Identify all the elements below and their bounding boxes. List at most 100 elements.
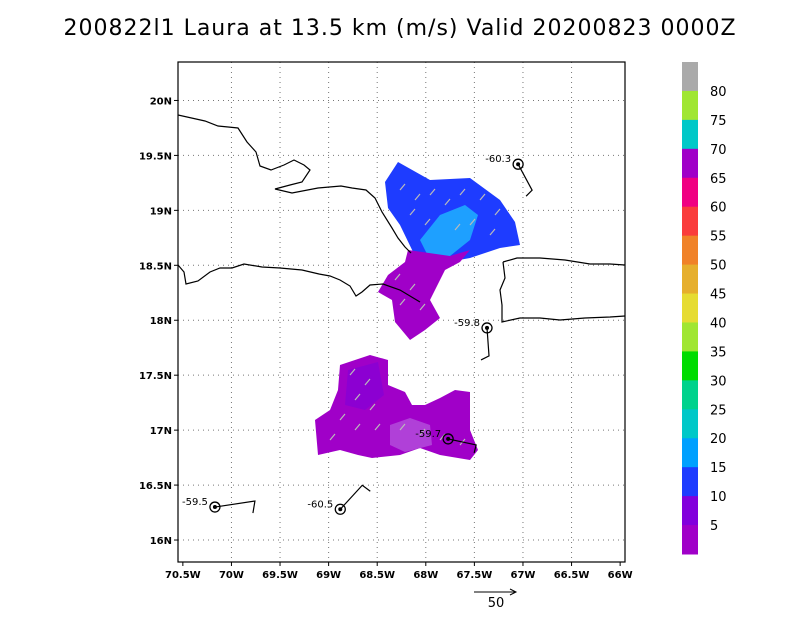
colorbar-swatches [682,62,698,555]
wind-arrow [399,298,406,306]
dropsonde-label: -59.8 [454,318,480,329]
dropsonde-marker: -60.3 [485,154,533,197]
x-tick-label: 67.5W [457,570,493,581]
wind-arrow [489,228,496,236]
y-tick-label: 16N [150,536,172,547]
dropsonde-label: -59.5 [182,497,208,508]
wind-field-region [378,250,470,340]
colorbar-label: 35 [710,345,727,360]
x-axis-ticks: 70.5W 70W 69.5W 69W 68.5W 68W 67.5W 67W 66.5W 66W [165,562,633,581]
dropsonde-ring [442,433,454,445]
colorbar-label: 40 [710,316,727,331]
wind-arrow [339,413,346,421]
wind-arrow [394,273,401,281]
wind-arrow [494,208,501,216]
wind-arrow [409,283,416,291]
y-axis-ticks: 20N 19.5N 19N 18.5N 18N 17.5N 17N 16.5N 16N [139,96,178,547]
wind-arrow [479,193,486,201]
y-tick-label: 19N [150,206,172,217]
y-tick-label: 17.5N [139,371,172,382]
colorbar-swatch [682,90,698,121]
x-tick-label: 70W [219,570,244,581]
wind-arrow [349,368,356,376]
wind-arrow [364,378,371,386]
plot-title: 200822l1 Laura at 13.5 km (m/s) Valid 20… [63,16,737,41]
wind-arrow [424,218,431,226]
dropsonde-label: -60.5 [307,499,333,510]
x-tick-label: 68W [413,570,438,581]
wind-arrow [369,403,376,411]
dropsonde-marker: -60.5 [307,484,371,515]
map-frame [177,61,626,563]
y-tick-label: 18.5N [139,261,172,272]
wind-arrow [469,218,476,226]
dropsonde-marker: -59.8 [454,318,493,361]
dropsonde-ring [334,503,346,515]
dropsonde-label: -59.7 [415,429,441,440]
x-tick-label: 66.5W [554,570,590,581]
wind-arrow [354,423,361,431]
y-tick-label: 17N [150,426,172,437]
wind-arrow [354,393,361,401]
wind-arrow [419,428,426,436]
colorbar-swatch [682,293,698,323]
colorbar-swatch [682,62,698,92]
x-tick-label: 69W [316,570,341,581]
wind-arrow [414,193,421,201]
colorbar-swatch [682,409,698,439]
wind-barb [339,484,371,510]
x-tick-label: 68.5W [359,570,395,581]
colorbar-label: 80 [710,85,727,100]
colorbar-swatch [682,380,698,410]
colorbar-label: 5 [710,519,718,534]
hispaniola-south-coast [178,263,421,303]
wind-arrow [444,198,451,206]
colorbar-label: 55 [710,230,727,245]
wind-arrow [399,183,406,191]
colorbar-label: 50 [710,259,727,274]
x-tick-label: 69.5W [262,570,298,581]
colorbar-label: 15 [710,461,727,476]
colorbar-swatch [682,264,698,295]
x-tick-label: 70.5W [165,570,201,581]
colorbar-label: 20 [710,432,727,447]
colorbar-label: 45 [710,288,727,303]
wind-barb [448,438,477,454]
colorbar-label: 75 [710,114,727,129]
colorbar-labels: 5 10 15 20 25 30 35 40 45 50 55 60 65 70 75 80 [710,85,727,534]
reference-vector-label: 50 [487,596,505,611]
colorbar-swatch [682,496,698,526]
colorbar-label: 25 [710,403,727,418]
puerto-rico-coast [499,257,625,323]
x-tick-label: 66W [608,570,633,581]
wind-field-region [390,418,432,452]
wind-arrow [399,423,406,431]
dropsonde-ring [512,158,524,170]
colorbar-label: 70 [710,143,727,158]
x-tick-label: 67W [510,570,535,581]
wind-arrow [374,423,381,431]
wind-speed-field [315,162,520,460]
wind-field-region [345,362,384,410]
colorbar-label: 10 [710,490,727,505]
coastlines [178,114,625,323]
colorbar-swatch [682,467,698,497]
wind-barb [214,500,256,514]
wind-arrow [429,188,436,196]
wind-barb [480,327,490,361]
wind-arrow [419,303,426,311]
wind-arrow [454,223,461,231]
colorbar-swatch [682,119,698,150]
dropsonde-markers: -60.3 -59.8 -59.7 -59.5 -60.5 [182,154,533,515]
y-tick-label: 20N [150,96,172,107]
colorbar-swatch [682,148,698,179]
dropsonde-ring [209,501,221,513]
reference-vector [474,588,518,596]
colorbar-swatch [682,525,698,555]
colorbar-label: 65 [710,172,727,187]
colorbar-swatch [682,177,698,208]
colorbar-label: 60 [710,201,727,216]
colorbar-label: 30 [710,374,727,389]
